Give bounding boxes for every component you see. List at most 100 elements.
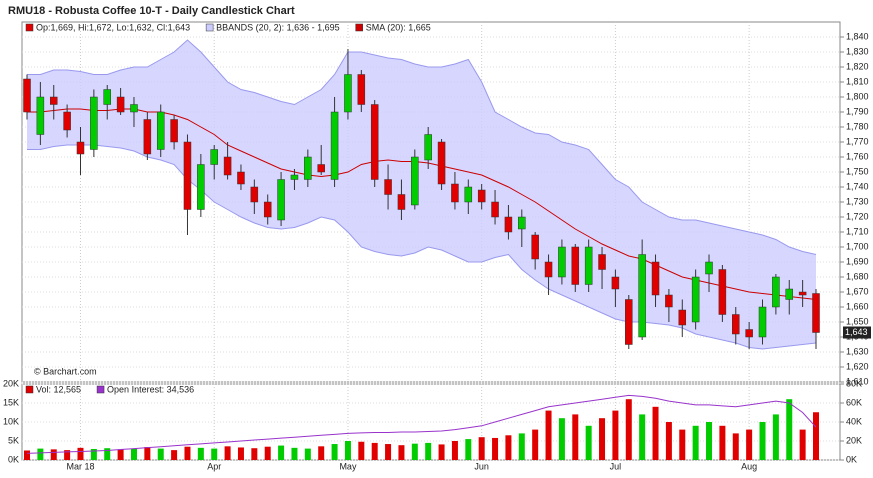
volume-bar <box>318 446 325 460</box>
legend-label: Open Interest: 34,536 <box>107 384 194 394</box>
volume-bar <box>197 447 204 460</box>
y2-tick-label: 40K <box>846 416 862 426</box>
y-tick-label: 1,720 <box>846 211 869 221</box>
legend-label: BBANDS (20, 2): 1,636 - 1,695 <box>216 22 340 32</box>
candle-body <box>437 141 446 185</box>
y-tick-label: 1,830 <box>846 46 869 56</box>
volume-bar <box>438 444 445 460</box>
volume-bar <box>492 437 499 460</box>
volume-bar <box>719 425 726 460</box>
candle-body <box>491 201 499 218</box>
candle-body <box>544 261 553 278</box>
candle-body <box>705 261 713 275</box>
volume-bar <box>425 442 432 460</box>
volume-bar <box>130 448 137 460</box>
volume-bar <box>518 433 525 460</box>
volume-bar <box>799 429 806 460</box>
chart-title: RMU18 - Robusta Coffee 10-T - Daily Cand… <box>8 5 295 17</box>
volume-bar <box>813 412 819 460</box>
candle-body <box>504 216 513 233</box>
candle-body <box>411 156 419 206</box>
y-tick-label: 1,630 <box>846 346 869 356</box>
y-tick-label: 1,660 <box>846 301 869 311</box>
candle-body <box>197 164 205 210</box>
legend-swatch <box>25 23 34 32</box>
y-tick-label: 1,710 <box>846 226 869 236</box>
x-tick-label: Aug <box>741 461 757 471</box>
candle-body <box>424 134 432 161</box>
candle-body <box>638 254 646 338</box>
volume-bar <box>572 414 579 460</box>
y-tick-label: 1,780 <box>846 121 869 131</box>
bollinger-band <box>27 40 816 349</box>
candle-body <box>611 276 620 290</box>
legend-swatch <box>355 23 363 32</box>
candle-body <box>812 293 820 333</box>
candle-body <box>798 291 807 296</box>
volume-bar <box>237 447 244 460</box>
volume-bar <box>545 410 552 460</box>
candle-body <box>665 294 673 308</box>
y-tick-label: 1,800 <box>846 91 869 101</box>
candle-body <box>103 89 111 105</box>
volume-bar <box>612 410 619 460</box>
candle-body <box>330 111 339 180</box>
y2-tick-label: 20K <box>846 435 862 445</box>
candle-body <box>49 96 58 105</box>
volume-bar <box>786 399 793 460</box>
volume-bar <box>144 447 151 460</box>
legend-label: SMA (20): 1,665 <box>366 22 431 32</box>
volume-bar <box>465 439 472 460</box>
candle-body <box>772 276 780 308</box>
candle-body <box>317 164 325 173</box>
volume-bar <box>732 433 739 460</box>
y-tick-label: 1,810 <box>846 76 869 86</box>
candle-body <box>23 78 31 113</box>
candle-body <box>357 74 366 105</box>
candle-body <box>758 306 767 338</box>
volume-bar <box>211 448 218 460</box>
volume-bar <box>64 450 71 460</box>
candle-body <box>156 111 165 150</box>
y-tick-label: 1,770 <box>846 136 869 146</box>
candle-body <box>370 104 379 180</box>
candle-body <box>263 201 272 218</box>
y-tick-label: 5K <box>8 435 19 445</box>
y-tick-label: 1,730 <box>846 196 869 206</box>
volume-bar <box>585 425 592 460</box>
volume-bar <box>264 446 271 460</box>
candle-body <box>170 119 178 143</box>
candle-body <box>558 246 566 278</box>
legend-swatch <box>96 385 105 394</box>
legend-label: Op:1,669, Hi:1,672, Lo:1,632, Cl:1,643 <box>36 22 190 32</box>
volume-bar <box>398 445 405 460</box>
candle-body <box>451 183 459 203</box>
y2-tick-label: 80K <box>846 378 862 388</box>
x-tick-label: Jun <box>474 461 489 471</box>
y-tick-label: 10K <box>3 416 19 426</box>
y-tick-label: 15K <box>3 397 19 407</box>
candle-body <box>250 186 259 203</box>
candle-body <box>116 96 125 113</box>
candle-body <box>237 171 245 185</box>
candle-body <box>785 288 794 300</box>
volume-bar <box>344 441 351 460</box>
volume-bar <box>599 418 606 460</box>
band-lower <box>27 144 817 350</box>
volume-bar <box>157 448 164 460</box>
y-tick-label: 1,690 <box>846 256 869 266</box>
volume-bar <box>37 448 44 460</box>
band-upper <box>27 39 817 255</box>
candle-body <box>598 254 606 270</box>
volume-bar <box>532 429 539 460</box>
candle-body <box>223 156 232 176</box>
candle-body <box>90 96 98 150</box>
volume-bar <box>625 399 632 460</box>
candle-body <box>518 216 526 230</box>
candle-body <box>718 269 727 315</box>
volume-bar <box>451 441 458 460</box>
y-tick-label: 1,790 <box>846 106 869 116</box>
volume-bar <box>371 442 378 460</box>
volume-bar <box>759 422 766 460</box>
